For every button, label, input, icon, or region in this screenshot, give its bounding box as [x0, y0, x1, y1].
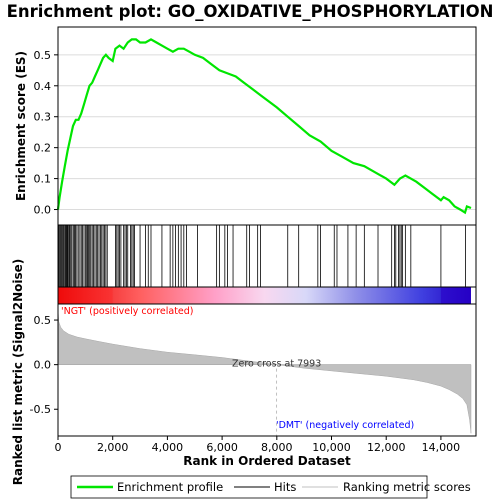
rank-x-tick-label: 6,000	[206, 441, 238, 454]
es-y-ticks: 0.0 0.1 0.2 0.3 0.4 0.5	[34, 49, 58, 217]
es-y-tick-label: 0.0	[34, 204, 52, 217]
legend-label-hits: Hits	[274, 480, 296, 494]
zero-cross-label: Zero cross at 7993	[232, 359, 321, 370]
color-bar-fill	[58, 287, 471, 304]
es-y-axis-label: Enrichment score (ES)	[14, 51, 28, 201]
es-panel: 0.0 0.1 0.2 0.3 0.4 0.5	[34, 26, 477, 226]
legend: Enrichment profile Hits Ranking metric s…	[70, 475, 471, 499]
es-plot-area	[58, 27, 476, 225]
color-bar-band	[440, 287, 471, 304]
es-gridlines	[58, 54, 476, 211]
rank-x-tick-label: 10,000	[312, 441, 351, 454]
metric-y-ticks: 0.5 0.0 -0.5	[30, 314, 58, 416]
metric-y-tick-label: 0.0	[34, 359, 52, 372]
metric-plot-frame	[57, 303, 477, 437]
legend-label-metric: Ranking metric scores	[343, 480, 471, 494]
es-y-tick-label: 0.5	[34, 49, 52, 62]
positive-correlation-label: 'NGT' (positively correlated)	[61, 306, 194, 317]
legend-label-enrichment: Enrichment profile	[117, 480, 223, 494]
rank-x-tick-label: 14,000	[422, 441, 461, 454]
metric-y-axis-label: Ranked list metric (Signal2Noise)	[11, 259, 25, 486]
es-y-tick-label: 0.2	[34, 142, 52, 155]
color-bar-bands	[58, 287, 471, 304]
es-y-tick-label: 0.1	[34, 173, 52, 186]
color-bar-band	[58, 287, 113, 304]
rank-color-bar	[57, 286, 477, 305]
enrichment-profile-line	[56, 38, 472, 215]
rank-x-tick-label: 0	[55, 441, 62, 454]
negative-correlation-label: 'DMT' (negatively correlated)	[276, 420, 414, 431]
rank-x-tick-label: 8,000	[261, 441, 293, 454]
hit-marks	[58, 225, 466, 287]
metric-y-tick-label: -0.5	[30, 403, 51, 416]
rank-x-ticks: 0 2,000 4,000 6,000 8,000 10,000 12,000 14,000	[55, 436, 461, 454]
metric-panel: 0.5 0.0 -0.5 0 2,000 4,000 6,000 8,000 10,000 12…	[30, 303, 477, 454]
hits-panel	[57, 224, 477, 288]
rank-x-tick-label: 2,000	[97, 441, 129, 454]
ranking-metric-area	[57, 309, 472, 434]
rank-x-tick-label: 12,000	[367, 441, 406, 454]
rank-x-axis-label: Rank in Ordered Dataset	[183, 454, 351, 468]
chart-title: Enrichment plot: GO_OXIDATIVE_PHOSPHORYL…	[7, 2, 494, 21]
es-y-tick-label: 0.4	[34, 80, 52, 93]
rank-x-tick-label: 4,000	[152, 441, 184, 454]
es-y-tick-label: 0.3	[34, 111, 52, 124]
metric-y-tick-label: 0.5	[34, 314, 52, 327]
